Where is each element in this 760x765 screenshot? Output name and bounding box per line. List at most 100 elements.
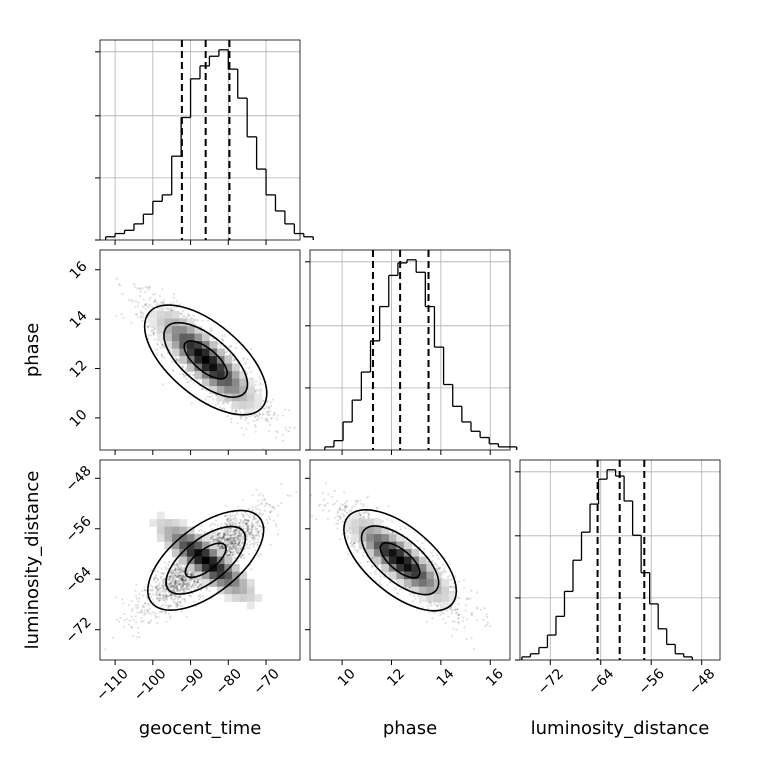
sample-point <box>248 547 250 549</box>
sample-point <box>131 610 133 612</box>
sample-point <box>132 635 134 637</box>
sample-point <box>260 553 262 555</box>
sample-point <box>157 616 159 618</box>
sample-point <box>198 530 200 532</box>
sample-point <box>183 376 185 378</box>
sample-point <box>273 412 275 414</box>
sample-point <box>112 637 114 639</box>
sample-point <box>141 609 143 611</box>
sample-point <box>263 413 265 415</box>
density-cell <box>179 334 187 342</box>
sample-point <box>170 615 172 617</box>
sample-point <box>238 549 240 551</box>
sample-point <box>159 584 161 586</box>
sample-point <box>170 307 172 309</box>
sample-point <box>293 427 295 429</box>
sample-point <box>144 589 146 591</box>
sample-point <box>174 575 176 577</box>
sample-point <box>259 525 261 527</box>
sample-point <box>162 383 164 385</box>
sample-point <box>231 409 233 411</box>
sample-point <box>246 358 248 360</box>
density-cell <box>232 371 240 379</box>
sample-point <box>146 321 148 323</box>
sample-point <box>123 613 125 615</box>
sample-point <box>163 299 165 301</box>
sample-point <box>135 300 137 302</box>
sample-point <box>268 413 270 415</box>
sample-point <box>155 327 157 329</box>
sample-point <box>171 309 173 311</box>
sample-point <box>149 296 151 298</box>
sample-point <box>258 412 260 414</box>
sample-point <box>135 313 137 315</box>
sample-point <box>148 589 150 591</box>
density-cell <box>247 401 255 409</box>
sample-point <box>245 361 247 363</box>
sample-point <box>184 564 186 566</box>
sample-point <box>144 304 146 306</box>
sample-point <box>176 300 178 302</box>
sample-point <box>157 344 159 346</box>
sample-point <box>130 322 132 324</box>
sample-point <box>140 291 142 293</box>
sample-point <box>250 371 252 373</box>
sample-point <box>135 621 137 623</box>
sample-point <box>139 288 141 290</box>
sample-point <box>232 360 234 362</box>
sample-point <box>175 605 177 607</box>
sample-point <box>181 610 183 612</box>
sample-point <box>241 348 243 350</box>
sample-point <box>231 522 233 524</box>
sample-point <box>269 544 271 546</box>
sample-point <box>234 515 236 517</box>
sample-point <box>258 494 260 496</box>
sample-point <box>264 408 266 410</box>
sample-point <box>212 535 214 537</box>
density-cell <box>209 379 217 387</box>
sample-point <box>139 611 141 613</box>
density-cell <box>232 401 240 409</box>
sample-point <box>137 604 139 606</box>
sample-point <box>141 590 143 592</box>
sample-point <box>182 310 184 312</box>
panel-background <box>310 250 510 450</box>
sample-point <box>244 363 246 365</box>
sample-point <box>258 512 260 514</box>
sample-point <box>236 422 238 424</box>
sample-point <box>140 311 142 313</box>
sample-point <box>146 287 148 289</box>
sample-point <box>224 409 226 411</box>
sample-point <box>255 489 257 491</box>
sample-point <box>157 571 159 573</box>
sample-point <box>159 347 161 349</box>
sample-point <box>249 544 251 546</box>
sample-point <box>252 509 254 511</box>
sample-point <box>144 286 146 288</box>
sample-point <box>284 409 286 411</box>
sample-point <box>155 581 157 583</box>
density-cell <box>194 349 202 357</box>
sample-point <box>222 403 224 405</box>
sample-point <box>262 495 264 497</box>
sample-point <box>244 416 246 418</box>
sample-point <box>145 612 147 614</box>
sample-point <box>241 427 243 429</box>
sample-point <box>257 500 259 502</box>
sample-point <box>284 427 286 429</box>
sample-point <box>222 339 224 341</box>
sample-point <box>131 600 133 602</box>
sample-point <box>173 307 175 309</box>
sample-point <box>238 534 240 536</box>
sample-point <box>167 607 169 609</box>
sample-point <box>188 594 190 596</box>
sample-point <box>162 345 164 347</box>
sample-point <box>255 518 257 520</box>
sample-point <box>148 335 150 337</box>
density-cell <box>179 326 187 334</box>
sample-point <box>161 288 163 290</box>
sample-point <box>152 586 154 588</box>
sample-point <box>140 317 142 319</box>
sample-point <box>168 613 170 615</box>
sample-point <box>147 325 149 327</box>
